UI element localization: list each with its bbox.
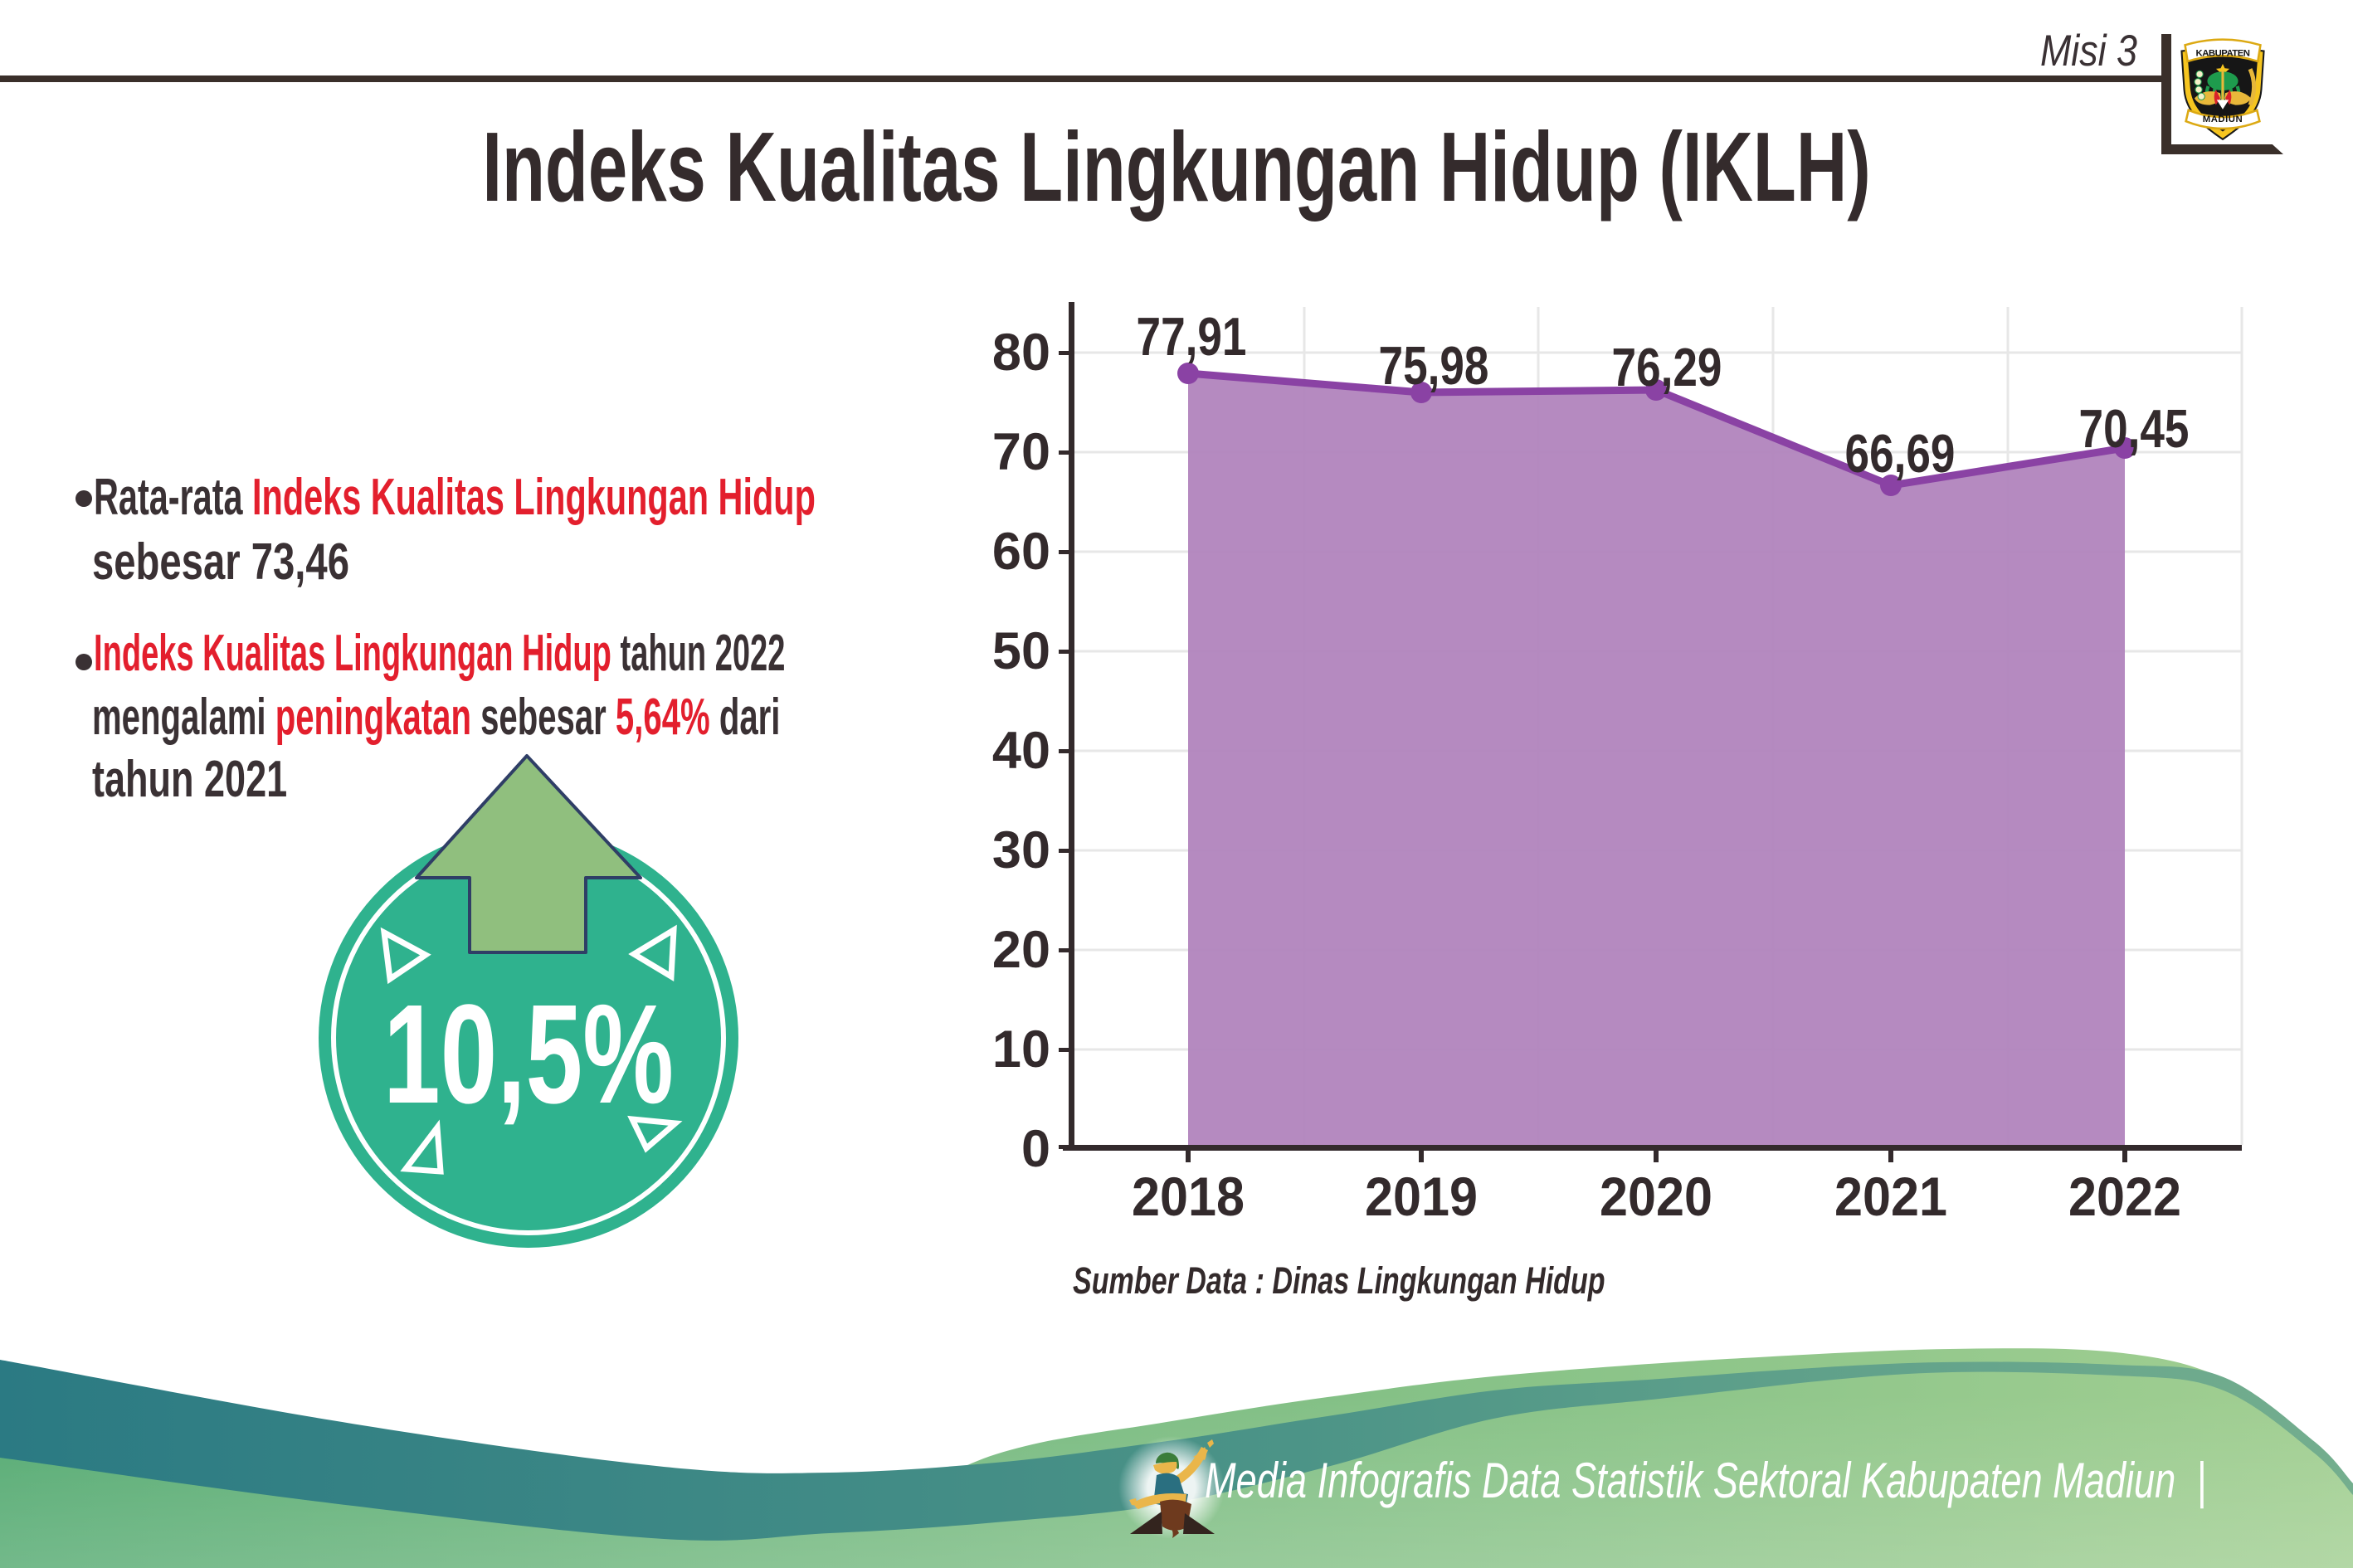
svg-text:KABUPATEN: KABUPATEN [2196,49,2250,59]
svg-text:MADIUN: MADIUN [2203,114,2243,124]
